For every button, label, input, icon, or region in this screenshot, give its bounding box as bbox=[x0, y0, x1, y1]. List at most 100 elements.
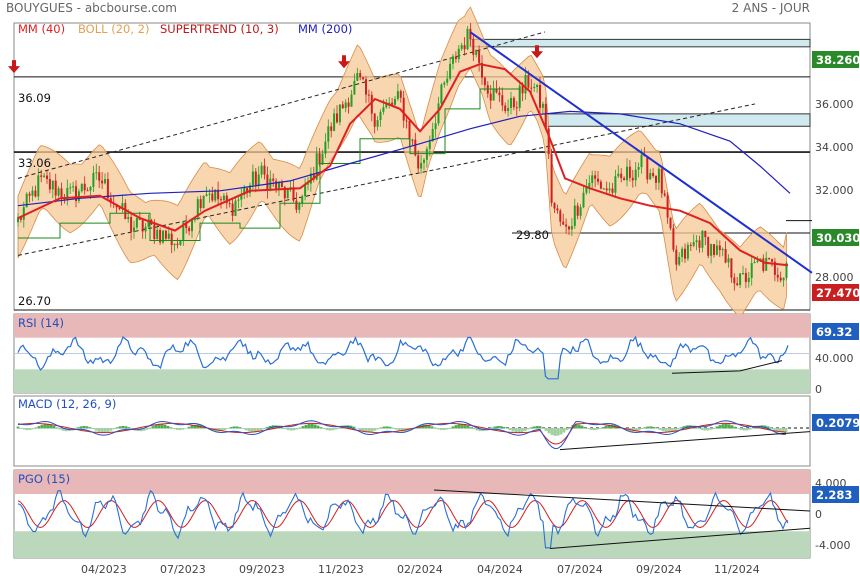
candle-body bbox=[657, 168, 660, 183]
candle-body bbox=[443, 82, 446, 85]
candle-body bbox=[599, 181, 602, 189]
candle-body bbox=[344, 102, 347, 109]
macd-histogram-bar bbox=[157, 424, 161, 429]
macd-histogram-bar bbox=[607, 424, 611, 429]
candle-body bbox=[266, 174, 269, 191]
macd-histogram-bar bbox=[376, 428, 380, 430]
candle-body bbox=[773, 261, 776, 275]
macd-histogram-bar bbox=[322, 428, 326, 430]
macd-histogram-bar bbox=[580, 425, 584, 429]
candle-body bbox=[576, 205, 579, 216]
candle-body bbox=[324, 141, 327, 154]
candle-body bbox=[321, 153, 324, 165]
macd-histogram-bar bbox=[175, 428, 179, 430]
candle-body bbox=[391, 102, 394, 105]
candle-body bbox=[489, 93, 492, 101]
rsi-trendline bbox=[671, 360, 783, 374]
macd-histogram-bar bbox=[184, 428, 188, 429]
macd-histogram-bar bbox=[19, 427, 23, 429]
candle-body bbox=[162, 230, 164, 243]
macd-histogram-bar bbox=[568, 427, 572, 429]
candle-body bbox=[402, 97, 405, 121]
macd-histogram-bar bbox=[91, 428, 95, 430]
candle-body bbox=[684, 248, 686, 259]
macd-histogram-bar bbox=[694, 427, 698, 429]
macd-histogram-bar bbox=[439, 428, 443, 431]
macd-histogram-bar bbox=[733, 426, 737, 429]
candle-body bbox=[95, 172, 98, 174]
macd-histogram-bar bbox=[118, 426, 122, 429]
candle-body bbox=[144, 226, 147, 232]
candle-body bbox=[527, 75, 530, 88]
macd-trendline bbox=[559, 431, 811, 451]
candle-body bbox=[362, 77, 365, 80]
candle-body bbox=[637, 167, 640, 170]
macd-histogram-bar bbox=[541, 428, 545, 429]
level-label-36-09: 36.09 bbox=[18, 91, 51, 105]
macd-histogram-bar bbox=[670, 428, 674, 433]
macd-histogram-bar bbox=[127, 427, 131, 429]
macd-histogram-bar bbox=[109, 428, 113, 431]
macd-histogram-bar bbox=[370, 428, 374, 432]
candle-body bbox=[437, 103, 440, 124]
macd-histogram-bar bbox=[352, 426, 356, 429]
macd-histogram-bar bbox=[520, 428, 524, 433]
panel-frame bbox=[13, 395, 811, 467]
candle-body bbox=[715, 245, 718, 255]
macd-histogram-bar bbox=[265, 427, 269, 429]
candle-body bbox=[399, 91, 402, 98]
macd-histogram-bar bbox=[37, 426, 41, 429]
macd-histogram-bar bbox=[289, 428, 293, 431]
candle-body bbox=[83, 183, 86, 191]
candle-body bbox=[347, 102, 350, 107]
candle-body bbox=[176, 243, 179, 245]
candle-body bbox=[449, 63, 452, 79]
macd-histogram-bar bbox=[565, 428, 569, 431]
candle-body bbox=[681, 248, 684, 257]
legend-boll: BOLL (20, 2) bbox=[78, 22, 149, 36]
candle-body bbox=[655, 176, 657, 183]
candle-body bbox=[423, 159, 425, 163]
macd-histogram-bar bbox=[427, 425, 431, 429]
macd-histogram-bar bbox=[724, 423, 728, 429]
macd-histogram-bar bbox=[700, 428, 704, 430]
channel-lower bbox=[17, 103, 756, 256]
macd-histogram-bar bbox=[76, 427, 80, 429]
candle-body bbox=[188, 227, 191, 232]
macd-histogram-bar bbox=[307, 423, 311, 429]
candle-body bbox=[179, 239, 182, 245]
candle-body bbox=[776, 274, 779, 278]
macd-histogram-bar bbox=[703, 428, 707, 431]
macd-histogram-bar bbox=[769, 427, 773, 429]
candle-body bbox=[222, 195, 225, 201]
candle-body bbox=[420, 162, 423, 169]
candle-body bbox=[750, 263, 753, 278]
macd-histogram-bar bbox=[220, 428, 224, 432]
sell-arrow-icon bbox=[8, 60, 20, 74]
candle-body bbox=[257, 174, 260, 185]
bollinger-band bbox=[17, 6, 787, 318]
macd-histogram-bar bbox=[343, 425, 347, 429]
macd-histogram-bar bbox=[160, 424, 164, 429]
candle-body bbox=[689, 244, 692, 246]
candle-body bbox=[295, 200, 298, 210]
macd-histogram-bar bbox=[586, 428, 590, 429]
macd-histogram-bar bbox=[172, 428, 176, 430]
legend-mm40: MM (40) bbox=[18, 22, 65, 36]
candle-body bbox=[678, 256, 681, 265]
candle-body bbox=[75, 186, 77, 202]
macd-histogram-bar bbox=[448, 427, 452, 429]
pgo-title: PGO (15) bbox=[18, 472, 70, 486]
macd-histogram-bar bbox=[595, 428, 599, 430]
macd-histogram-bar bbox=[49, 424, 53, 429]
candle-body bbox=[727, 258, 730, 263]
macd-histogram-bar bbox=[559, 428, 563, 435]
price-tick: 36.000 bbox=[815, 98, 854, 111]
candle-body bbox=[156, 229, 159, 240]
candle-body bbox=[446, 78, 449, 83]
downtrend-line bbox=[469, 31, 813, 274]
candle-body bbox=[646, 156, 649, 180]
macd-histogram-bar bbox=[676, 428, 680, 430]
candle-body bbox=[231, 203, 234, 216]
macd-histogram-bar bbox=[193, 424, 197, 429]
